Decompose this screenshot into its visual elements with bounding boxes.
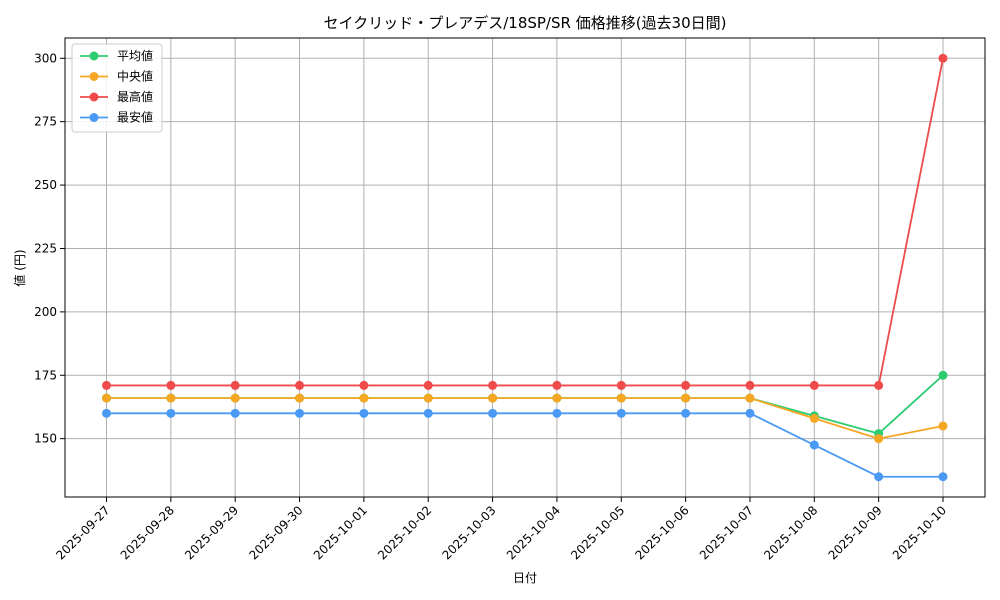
- x-axis-label: 日付: [513, 571, 537, 585]
- legend-marker: [89, 51, 99, 61]
- data-point: [230, 393, 240, 403]
- data-point: [616, 393, 626, 403]
- y-axis: 150 175 200 225 250 275 300: [34, 51, 65, 446]
- legend-label: 中央値: [117, 69, 153, 84]
- data-point: [745, 393, 755, 403]
- grid-lines: [65, 38, 985, 497]
- data-point: [359, 393, 369, 403]
- data-point: [552, 380, 562, 390]
- data-point: [102, 380, 111, 390]
- legend-label: 最安値: [117, 110, 153, 125]
- data-point: [809, 380, 819, 390]
- data-point: [488, 393, 498, 403]
- series-line: [106, 412, 943, 478]
- y-tick-label: 150: [34, 432, 57, 446]
- legend-marker: [89, 72, 99, 81]
- data-point: [681, 393, 691, 403]
- data-point: [102, 408, 111, 418]
- data-point: [359, 408, 369, 418]
- data-point: [874, 434, 884, 444]
- data-point: [552, 393, 562, 403]
- y-tick-label: 300: [34, 51, 57, 65]
- data-point: [616, 408, 626, 418]
- legend-label: 最高値: [117, 89, 153, 104]
- data-point: [488, 380, 498, 390]
- data-point: [745, 408, 755, 418]
- data-point: [681, 408, 691, 418]
- data-point: [809, 440, 819, 450]
- data-point: [166, 380, 176, 390]
- data-point: [230, 408, 240, 418]
- y-tick-label: 200: [34, 305, 57, 319]
- data-point: [166, 408, 176, 418]
- legend-marker: [89, 113, 99, 122]
- data-point: [809, 413, 819, 423]
- chart-title: セイクリッド・プレアデス/18SP/SR 価格推移(過去30日間): [324, 14, 727, 32]
- data-point: [230, 380, 240, 390]
- data-point: [938, 472, 948, 482]
- data-point: [295, 408, 305, 418]
- legend-box: [71, 43, 163, 133]
- data-point: [938, 370, 948, 380]
- data-point: [938, 53, 948, 63]
- series-3: [102, 408, 948, 482]
- y-tick-label: 275: [34, 115, 57, 129]
- legend-marker: [89, 92, 99, 102]
- data-point: [874, 380, 884, 390]
- data-point: [681, 380, 691, 390]
- data-point: [295, 393, 305, 403]
- series-layer: [102, 53, 948, 482]
- data-point: [616, 380, 626, 390]
- data-point: [359, 380, 369, 390]
- data-point: [423, 380, 433, 390]
- data-point: [552, 408, 562, 418]
- data-point: [423, 408, 433, 418]
- data-point: [938, 421, 948, 431]
- data-point: [488, 408, 498, 418]
- y-tick-label: 175: [34, 368, 57, 382]
- data-point: [423, 393, 433, 403]
- data-point: [166, 393, 176, 403]
- y-tick-label: 250: [34, 178, 57, 192]
- series-2: [102, 53, 948, 390]
- y-axis-label: 値 (円): [12, 249, 27, 286]
- series-line: [106, 397, 944, 440]
- data-point: [874, 472, 884, 482]
- legend-label: 平均値: [117, 48, 153, 63]
- y-tick-label: 225: [34, 241, 57, 255]
- data-point: [295, 380, 305, 390]
- series-line: [106, 58, 944, 387]
- series-1: [102, 393, 948, 444]
- data-point: [745, 380, 755, 390]
- plot-area: [64, 37, 986, 498]
- data-point: [102, 393, 111, 403]
